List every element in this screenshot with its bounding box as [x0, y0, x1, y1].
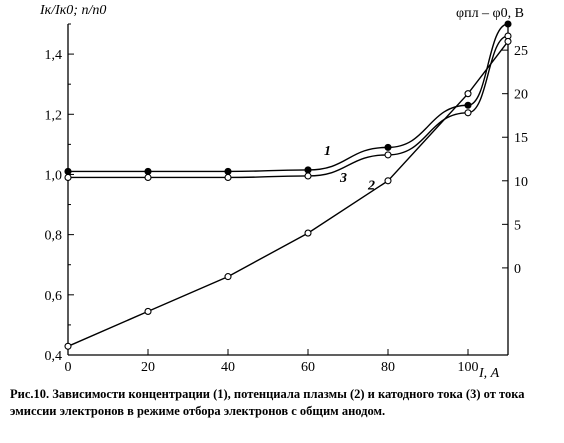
series-line-3 — [67, 35, 509, 179]
series-point-2 — [224, 273, 232, 281]
x-tick-label: 100 — [458, 360, 479, 375]
series-group: 13 2 — [64, 20, 512, 350]
y-right-tick-label: 10 — [514, 175, 528, 190]
y-left-tick-label: 1,4 — [45, 48, 63, 63]
y-left-tick-label: 1,0 — [45, 168, 63, 183]
series-point-1 — [304, 166, 312, 174]
series-point-2 — [64, 342, 72, 350]
series-point-3 — [384, 151, 392, 159]
tick-group: 0 20 40 60 80 100 0,4 0,6 0,8 1,0 1,2 1,4 0 5 10 15 20 25 — [45, 23, 528, 375]
series-point-2 — [304, 229, 312, 237]
y-left-tick-label: 1,2 — [45, 108, 63, 123]
caption-text: . Зависимости концентрации (1), потенциа… — [10, 387, 525, 418]
series-point-2 — [144, 307, 152, 315]
series-point-1 — [144, 167, 152, 175]
series-point-3 — [224, 173, 232, 182]
series-point-1 — [504, 20, 512, 28]
y-left-tick-label: 0,6 — [45, 289, 63, 304]
series-line-1 — [68, 23, 509, 173]
series-point-1 — [64, 167, 72, 175]
x-tick-label: 40 — [221, 360, 235, 375]
figure-caption: Рис.10. Зависимости концентрации (1), по… — [10, 386, 558, 420]
x-tick-label: 0 — [65, 360, 72, 375]
series-point-2 — [504, 37, 512, 45]
y-right-tick-label: 5 — [514, 218, 521, 233]
x-tick-label: 60 — [301, 360, 315, 375]
y-right-tick-label: 25 — [514, 44, 528, 59]
series-point-3 — [304, 172, 312, 180]
series-label-2: 2 — [367, 179, 375, 194]
series-point-1 — [224, 167, 232, 175]
y-right-tick-label: 0 — [514, 262, 521, 277]
series-line-2 — [67, 40, 509, 347]
x-tick-label: 20 — [141, 360, 155, 375]
x-axis-title: I, А — [478, 366, 500, 381]
series-point-3 — [64, 173, 72, 182]
series-point-2 — [464, 90, 472, 98]
series-point-3 — [464, 109, 472, 117]
x-tick-label: 80 — [381, 360, 395, 375]
series-point-1 — [464, 101, 472, 109]
y-left-tick-label: 0,8 — [45, 229, 63, 244]
caption-prefix: Рис.10 — [10, 387, 47, 401]
series-label-1: 1 — [324, 144, 331, 159]
y-axis-left-title: Iк/Iк0; n/n0 — [39, 3, 106, 18]
series-point-2 — [384, 177, 392, 185]
y-axis-right-title: φпл – φ0, В — [456, 6, 524, 21]
series-label-3: 3 — [339, 171, 347, 186]
chart: 0 20 40 60 80 100 0,4 0,6 0,8 1,0 1,2 1,4 0 5 10 15 20 25… — [39, 3, 528, 381]
series-point-3 — [144, 173, 152, 182]
axes — [67, 24, 509, 356]
y-right-tick-label: 15 — [514, 131, 528, 146]
y-left-tick-label: 0,4 — [45, 349, 63, 364]
series-point-1 — [384, 143, 392, 151]
y-right-tick-label: 20 — [514, 88, 528, 103]
